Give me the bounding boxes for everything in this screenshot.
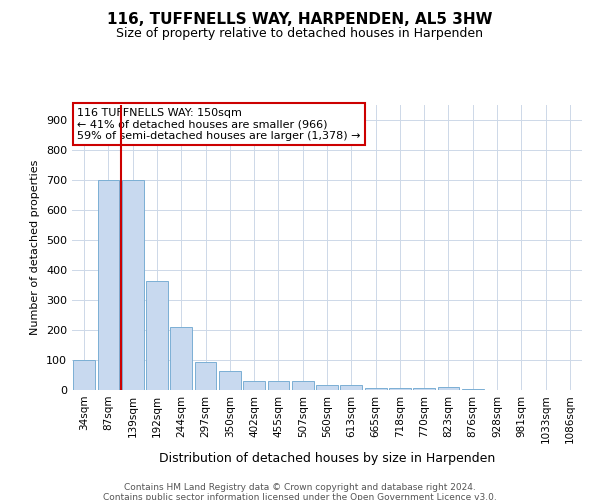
Text: Contains public sector information licensed under the Open Government Licence v3: Contains public sector information licen… [103, 492, 497, 500]
Bar [170, 327, 192, 390]
Bar [219, 370, 241, 390]
Bar [73, 360, 95, 390]
Bar [413, 388, 435, 390]
Y-axis label: Number of detached properties: Number of detached properties [31, 160, 40, 335]
Bar [316, 384, 338, 390]
Bar [243, 381, 265, 390]
Bar [292, 381, 314, 390]
Bar [462, 388, 484, 390]
Bar [365, 388, 386, 390]
X-axis label: Distribution of detached houses by size in Harpenden: Distribution of detached houses by size … [159, 452, 495, 465]
Bar [97, 180, 119, 390]
Bar [389, 388, 411, 390]
Bar [340, 384, 362, 390]
Text: Size of property relative to detached houses in Harpenden: Size of property relative to detached ho… [116, 28, 484, 40]
Text: Contains HM Land Registry data © Crown copyright and database right 2024.: Contains HM Land Registry data © Crown c… [124, 482, 476, 492]
Text: 116, TUFFNELLS WAY, HARPENDEN, AL5 3HW: 116, TUFFNELLS WAY, HARPENDEN, AL5 3HW [107, 12, 493, 28]
Bar [437, 387, 460, 390]
Text: 116 TUFFNELLS WAY: 150sqm
← 41% of detached houses are smaller (966)
59% of semi: 116 TUFFNELLS WAY: 150sqm ← 41% of detac… [77, 108, 361, 141]
Bar [122, 180, 143, 390]
Bar [194, 362, 217, 390]
Bar [268, 381, 289, 390]
Bar [146, 280, 168, 390]
